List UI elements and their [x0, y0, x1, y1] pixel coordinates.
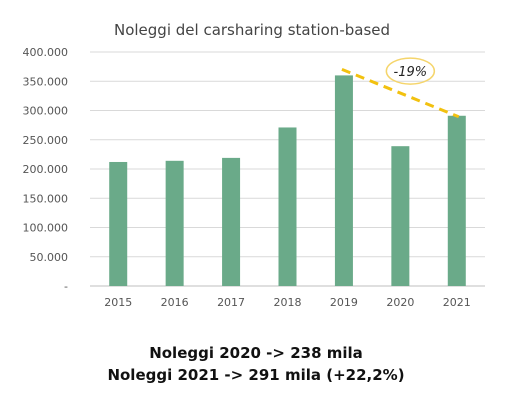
- x-tick-label: 2021: [443, 296, 471, 309]
- bar-2017: [222, 157, 241, 286]
- y-tick-label: -: [64, 280, 68, 293]
- bar-2019: [334, 75, 353, 287]
- y-axis-ticks: - 50.000 100.000 150.000 200.000 250.000 300.0…: [23, 46, 69, 293]
- x-axis-ticks: 2015 2016 2017 2018 2019 2020 2021: [104, 296, 471, 309]
- bar-chart: Noleggi del carsharing station-based - 50…: [23, 21, 485, 309]
- x-tick-label: 2019: [330, 296, 358, 309]
- bar-2021: [447, 115, 466, 286]
- x-tick-label: 2016: [161, 296, 189, 309]
- bar-2020: [391, 146, 410, 286]
- x-tick-label: 2020: [386, 296, 414, 309]
- y-tick-label: 350.000: [23, 75, 69, 88]
- y-tick-label: 50.000: [30, 251, 69, 264]
- bar-2016: [165, 160, 184, 286]
- bar-2015: [109, 161, 128, 286]
- y-tick-label: 300.000: [23, 105, 69, 118]
- chart-title: Noleggi del carsharing station-based: [114, 21, 390, 39]
- x-tick-label: 2015: [104, 296, 132, 309]
- y-tick-label: 150.000: [23, 192, 69, 205]
- caption-line-2020: Noleggi 2020 -> 238 mila: [149, 344, 363, 362]
- y-tick-label: 200.000: [23, 163, 69, 176]
- annotation-circle: [385, 57, 436, 85]
- x-tick-label: 2017: [217, 296, 245, 309]
- y-tick-label: 250.000: [23, 134, 69, 147]
- y-tick-label: 400.000: [23, 46, 69, 59]
- annotation-label: -19%: [394, 65, 428, 80]
- trend-annotation: -19%: [341, 57, 460, 119]
- bar-2018: [278, 127, 297, 286]
- bars: [109, 75, 466, 287]
- x-tick-label: 2018: [274, 296, 302, 309]
- caption-line-2021: Noleggi 2021 -> 291 mila (+22,2%): [107, 366, 405, 384]
- trend-line: [341, 68, 460, 119]
- y-tick-label: 100.000: [23, 222, 69, 235]
